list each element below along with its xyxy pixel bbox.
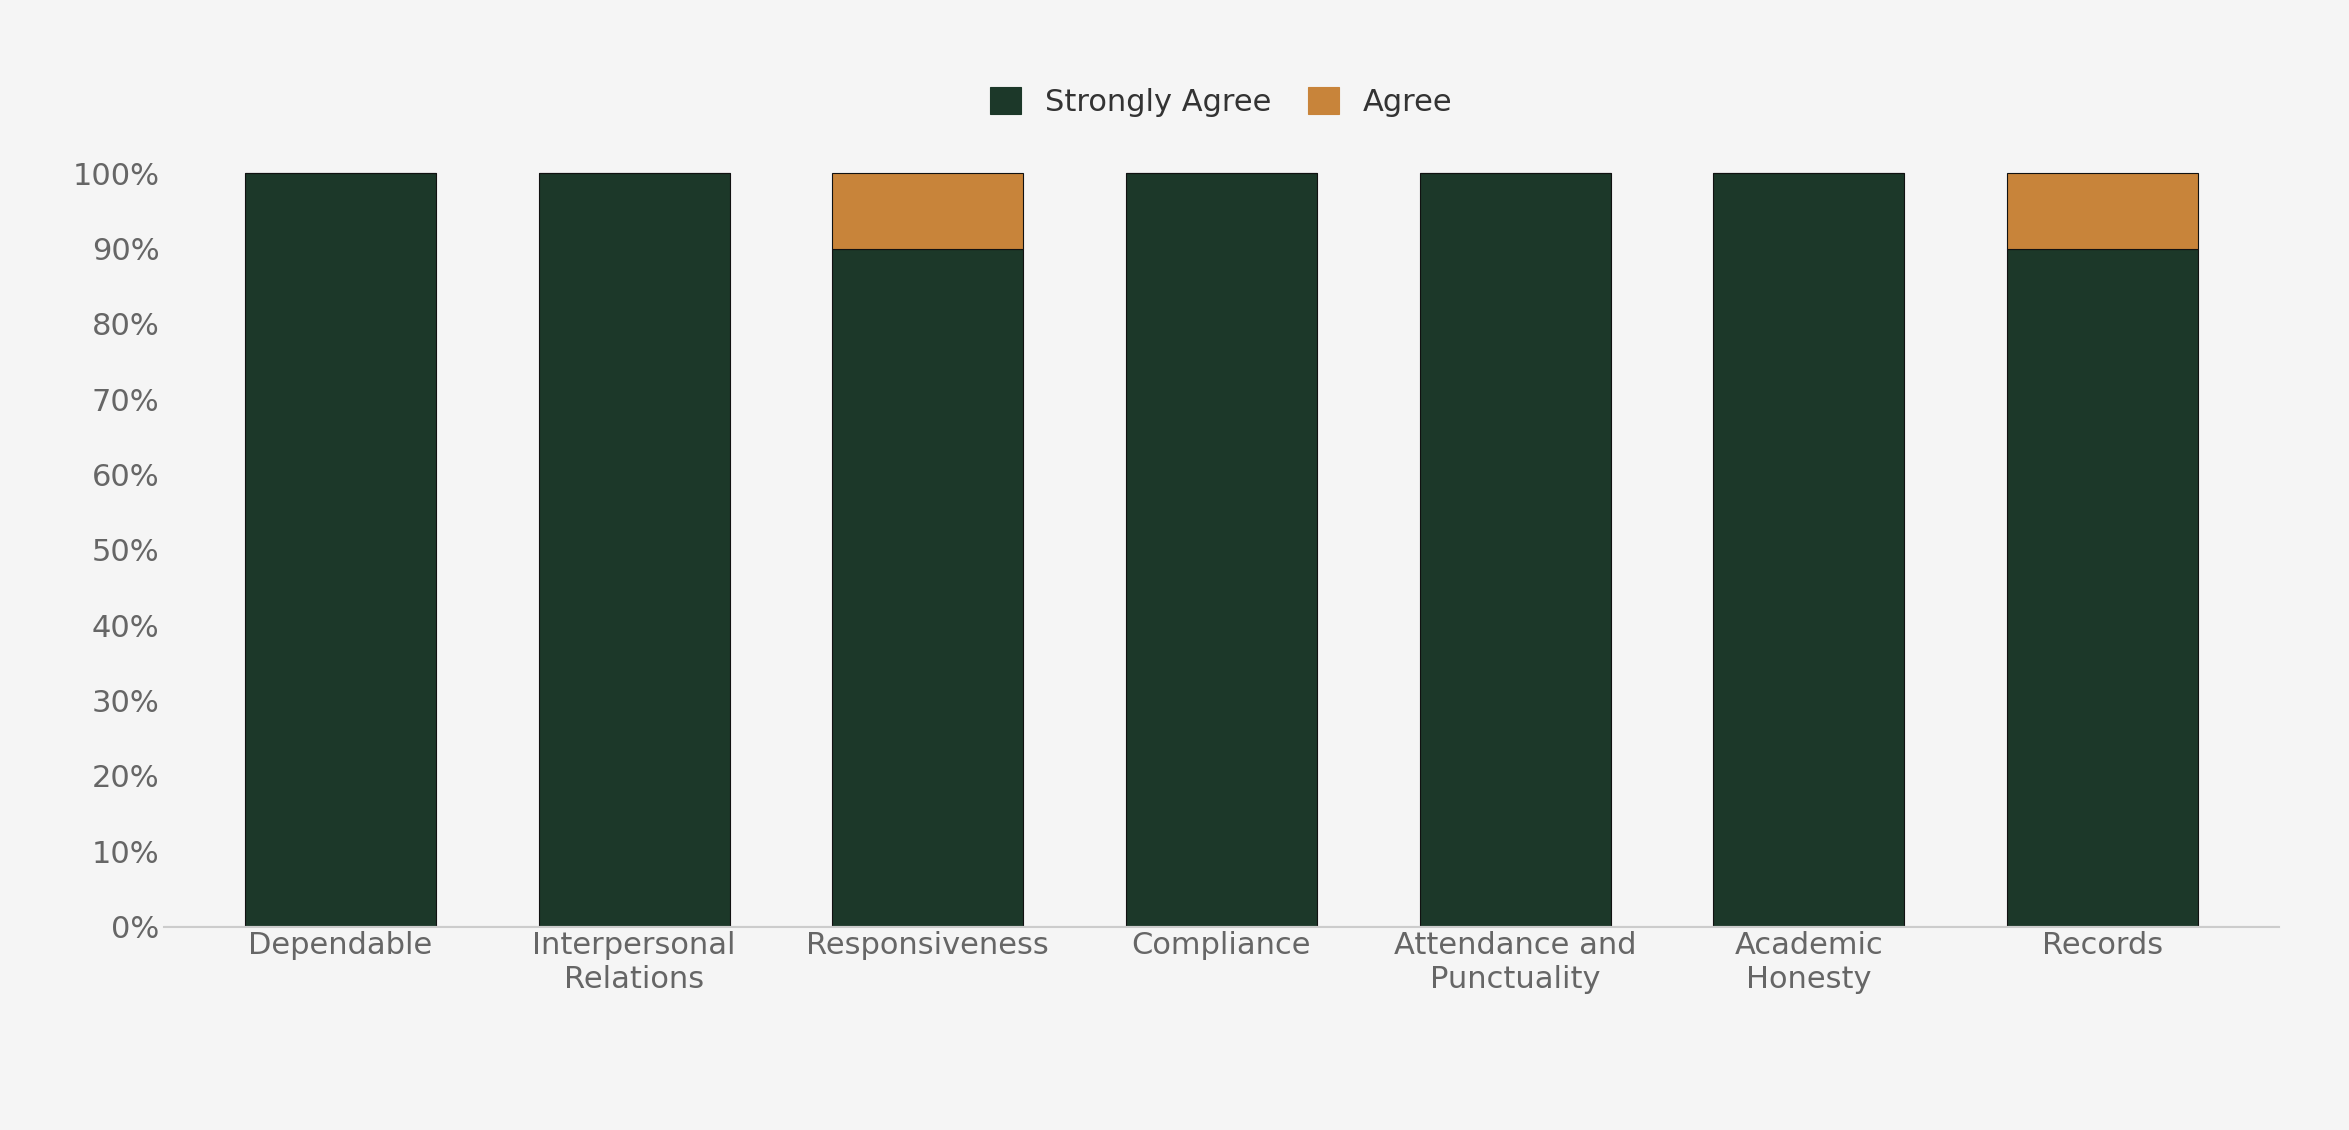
Bar bbox=[1125, 173, 1318, 927]
Bar bbox=[1419, 173, 1611, 927]
Bar bbox=[2006, 249, 2199, 927]
Legend: Strongly Agree, Agree: Strongly Agree, Agree bbox=[975, 72, 1468, 132]
Bar bbox=[538, 173, 731, 927]
Bar bbox=[244, 173, 437, 927]
Bar bbox=[1712, 173, 1905, 927]
Bar bbox=[2006, 173, 2199, 249]
Bar bbox=[832, 173, 1024, 249]
Bar bbox=[832, 249, 1024, 927]
